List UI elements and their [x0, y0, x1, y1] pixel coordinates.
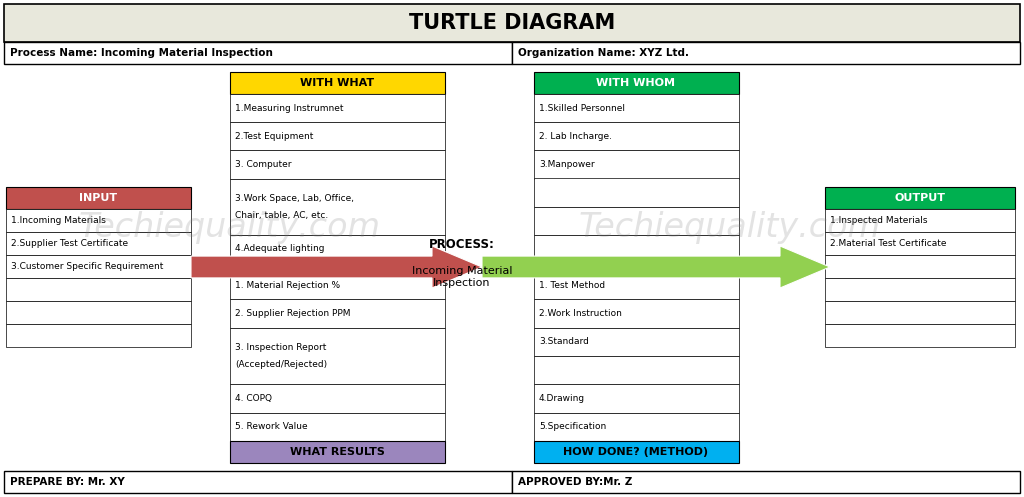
Bar [534, 441, 739, 463]
Polygon shape [191, 246, 482, 288]
Bar [6, 232, 191, 255]
Bar [534, 299, 739, 328]
Bar [230, 384, 445, 413]
Text: 2.Test Equipment: 2.Test Equipment [234, 132, 313, 141]
Text: 3. Computer: 3. Computer [234, 160, 292, 169]
Bar [4, 42, 512, 64]
Bar [825, 324, 1015, 347]
Bar [534, 356, 739, 384]
Text: 1. Test Method: 1. Test Method [539, 281, 605, 290]
Text: WITH WHOM: WITH WHOM [597, 78, 676, 88]
Text: Chair, table, AC, etc.: Chair, table, AC, etc. [234, 211, 329, 220]
Bar [230, 122, 445, 150]
Bar [230, 271, 445, 299]
Text: 3.Manpower: 3.Manpower [539, 160, 595, 169]
Bar [6, 187, 191, 209]
Bar [230, 94, 445, 122]
Text: 4.Adequate lighting: 4.Adequate lighting [234, 245, 325, 253]
Bar [534, 72, 739, 94]
Bar [6, 324, 191, 347]
Text: 2.Supplier Test Certificate: 2.Supplier Test Certificate [11, 239, 128, 248]
Polygon shape [482, 246, 830, 288]
Bar [6, 209, 191, 232]
Bar [825, 209, 1015, 232]
Text: 1. Material Rejection %: 1. Material Rejection % [234, 281, 340, 290]
Bar [825, 301, 1015, 324]
Bar [230, 441, 445, 463]
Text: TURTLE DIAGRAM: TURTLE DIAGRAM [409, 13, 615, 33]
Text: 5.Specification: 5.Specification [539, 422, 606, 431]
Bar [230, 413, 445, 441]
Bar [534, 178, 739, 207]
Text: OUTPUT: OUTPUT [895, 193, 945, 203]
Bar [534, 122, 739, 150]
Text: Organization Name: XYZ Ltd.: Organization Name: XYZ Ltd. [518, 48, 689, 58]
Bar [534, 207, 739, 235]
Bar [230, 178, 445, 235]
Text: (Accepted/Rejected): (Accepted/Rejected) [234, 360, 327, 369]
Bar [6, 255, 191, 278]
Bar [230, 328, 445, 384]
Text: 2.Material Test Certificate: 2.Material Test Certificate [830, 239, 946, 248]
Text: 1.Incoming Materials: 1.Incoming Materials [11, 216, 105, 225]
Bar [825, 232, 1015, 255]
Bar [230, 235, 445, 263]
Bar [4, 471, 512, 493]
Text: 3. Inspection Report: 3. Inspection Report [234, 343, 327, 352]
Text: 4.Drawing: 4.Drawing [539, 394, 585, 403]
Text: WITH WHAT: WITH WHAT [300, 78, 374, 88]
Text: 1.Skilled Personnel: 1.Skilled Personnel [539, 103, 625, 113]
Bar [534, 94, 739, 122]
Text: 5. Rework Value: 5. Rework Value [234, 422, 307, 431]
Bar [534, 150, 739, 178]
Text: PROCESS:: PROCESS: [429, 239, 495, 251]
Text: 3.Work Space, Lab, Office,: 3.Work Space, Lab, Office, [234, 194, 354, 203]
Text: INPUT: INPUT [79, 193, 117, 203]
Bar [534, 235, 739, 263]
Bar [230, 150, 445, 178]
Bar [534, 413, 739, 441]
Text: Techiequalitу.com: Techiequalitу.com [79, 211, 381, 244]
Bar [6, 301, 191, 324]
Bar [534, 271, 739, 299]
Bar [230, 299, 445, 328]
Text: 2. Lab Incharge.: 2. Lab Incharge. [539, 132, 612, 141]
Text: 3.Standard: 3.Standard [539, 337, 589, 346]
Bar [825, 278, 1015, 301]
Text: 1.Inspected Materials: 1.Inspected Materials [830, 216, 928, 225]
Bar [4, 4, 1020, 42]
Text: 3.Customer Specific Requirement: 3.Customer Specific Requirement [11, 262, 164, 271]
Text: Process Name: Incoming Material Inspection: Process Name: Incoming Material Inspecti… [10, 48, 272, 58]
Bar [534, 384, 739, 413]
Text: APPROVED BY:Mr. Z: APPROVED BY:Mr. Z [518, 477, 633, 487]
Bar [825, 255, 1015, 278]
Text: 1.Measuring Instrumnet: 1.Measuring Instrumnet [234, 103, 343, 113]
Text: WHAT RESULTS: WHAT RESULTS [290, 447, 384, 457]
Bar [512, 471, 1020, 493]
Bar [230, 72, 445, 94]
Bar [534, 328, 739, 356]
Bar [6, 278, 191, 301]
Text: Techiequalitу.com: Techiequalitу.com [579, 211, 881, 244]
Bar [512, 42, 1020, 64]
Text: 2. Supplier Rejection PPM: 2. Supplier Rejection PPM [234, 309, 350, 318]
Text: HOW DONE? (METHOD): HOW DONE? (METHOD) [563, 447, 709, 457]
Bar [825, 187, 1015, 209]
Text: 2.Work Instruction: 2.Work Instruction [539, 309, 622, 318]
Text: Incoming Material
Inspection: Incoming Material Inspection [412, 266, 512, 288]
Text: 4. COPQ: 4. COPQ [234, 394, 272, 403]
Text: PREPARE BY: Mr. XY: PREPARE BY: Mr. XY [10, 477, 125, 487]
